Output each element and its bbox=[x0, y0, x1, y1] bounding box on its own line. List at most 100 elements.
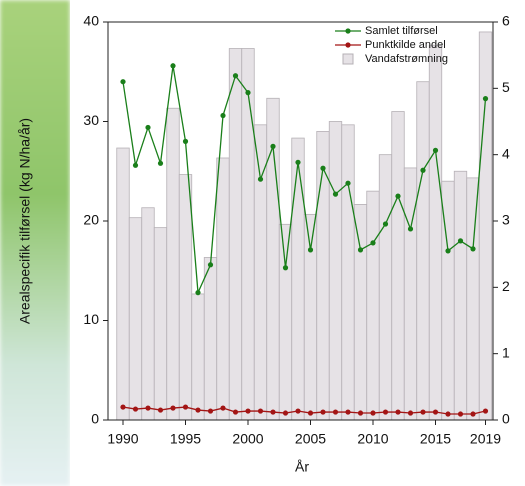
bar bbox=[241, 48, 255, 421]
point bbox=[470, 411, 476, 417]
point bbox=[482, 408, 489, 414]
legend-label: Samlet tilførsel bbox=[365, 25, 438, 37]
line bbox=[122, 65, 487, 293]
point bbox=[195, 407, 201, 413]
point bbox=[182, 138, 189, 144]
point bbox=[132, 162, 139, 168]
point bbox=[182, 404, 189, 410]
bar bbox=[278, 223, 293, 421]
x-tick-label: 2015 bbox=[420, 431, 451, 447]
legend-marker bbox=[345, 42, 351, 48]
bar bbox=[366, 190, 380, 421]
point bbox=[382, 221, 389, 227]
x-tick-label: 1990 bbox=[107, 431, 138, 447]
point bbox=[470, 246, 476, 252]
point bbox=[395, 193, 401, 199]
bar bbox=[116, 147, 130, 421]
point bbox=[157, 407, 164, 413]
y2-tick-label: 2 bbox=[502, 278, 510, 294]
point bbox=[332, 409, 339, 415]
legend-marker bbox=[345, 28, 351, 34]
bar bbox=[303, 213, 318, 421]
y-tick-label: 40 bbox=[83, 13, 99, 29]
x-tick-label: 2005 bbox=[295, 431, 326, 447]
point bbox=[245, 408, 251, 414]
y2-tick-label: 1 bbox=[502, 344, 510, 360]
point bbox=[395, 409, 401, 415]
bar bbox=[216, 157, 230, 421]
point bbox=[157, 160, 164, 166]
point bbox=[207, 262, 214, 268]
point bbox=[345, 409, 351, 415]
point bbox=[420, 409, 426, 415]
point bbox=[132, 406, 139, 412]
point bbox=[257, 408, 264, 414]
point bbox=[232, 409, 239, 415]
point bbox=[195, 290, 201, 296]
point bbox=[320, 165, 326, 171]
point bbox=[457, 238, 464, 244]
point bbox=[232, 73, 239, 79]
point bbox=[370, 410, 376, 416]
bar bbox=[141, 207, 155, 421]
bar bbox=[378, 154, 393, 421]
point bbox=[420, 167, 426, 173]
point bbox=[220, 405, 226, 411]
bar bbox=[328, 121, 343, 421]
point bbox=[357, 410, 364, 416]
y-tick-label: 20 bbox=[83, 212, 99, 228]
y2-tick-label: 3 bbox=[502, 212, 510, 228]
bar bbox=[466, 177, 480, 421]
point bbox=[220, 112, 226, 119]
point bbox=[382, 409, 389, 415]
point bbox=[170, 63, 176, 69]
point bbox=[407, 226, 414, 232]
point bbox=[270, 409, 276, 415]
point bbox=[245, 90, 251, 96]
point bbox=[207, 408, 214, 414]
y-axis-label: Arealspecifik tilførsel (kg N/ha/år) bbox=[17, 118, 33, 324]
bar bbox=[391, 111, 405, 421]
point bbox=[345, 180, 351, 186]
bar bbox=[203, 257, 218, 421]
bar bbox=[341, 124, 355, 421]
y-tick-label: 10 bbox=[83, 311, 99, 327]
bar bbox=[153, 227, 168, 421]
point bbox=[282, 410, 289, 416]
point bbox=[370, 240, 376, 246]
y2-tick-label: 4 bbox=[502, 145, 510, 161]
point bbox=[307, 410, 314, 416]
legend-swatch bbox=[342, 53, 354, 65]
x-axis-label: År bbox=[295, 459, 309, 475]
bar bbox=[353, 204, 368, 421]
point bbox=[432, 409, 439, 415]
x-tick-label: 2019 bbox=[470, 431, 501, 447]
point bbox=[170, 405, 176, 411]
bar bbox=[478, 31, 493, 421]
y-tick-label: 30 bbox=[83, 112, 99, 128]
point bbox=[357, 247, 364, 253]
legend-label: Vandafstrømning bbox=[365, 53, 448, 65]
point bbox=[320, 409, 326, 415]
point bbox=[257, 176, 264, 182]
point bbox=[145, 405, 151, 411]
bar bbox=[416, 81, 430, 421]
point bbox=[482, 96, 489, 102]
x-tick-label: 2010 bbox=[357, 431, 388, 447]
x-tick-label: 1995 bbox=[170, 431, 201, 447]
background-image bbox=[0, 0, 70, 486]
point bbox=[295, 159, 301, 165]
bar bbox=[191, 293, 205, 421]
point bbox=[120, 79, 126, 85]
bar bbox=[228, 48, 243, 421]
point bbox=[145, 124, 151, 131]
y2-tick-label: 5 bbox=[502, 79, 510, 95]
y2-tick-label: 0 bbox=[502, 411, 510, 427]
y2-tick-label: 6 bbox=[502, 13, 510, 29]
bar bbox=[178, 174, 193, 421]
bar bbox=[166, 107, 180, 421]
bar bbox=[428, 44, 443, 421]
legend-label: Punktkilde andel bbox=[365, 39, 446, 51]
point bbox=[445, 411, 451, 417]
